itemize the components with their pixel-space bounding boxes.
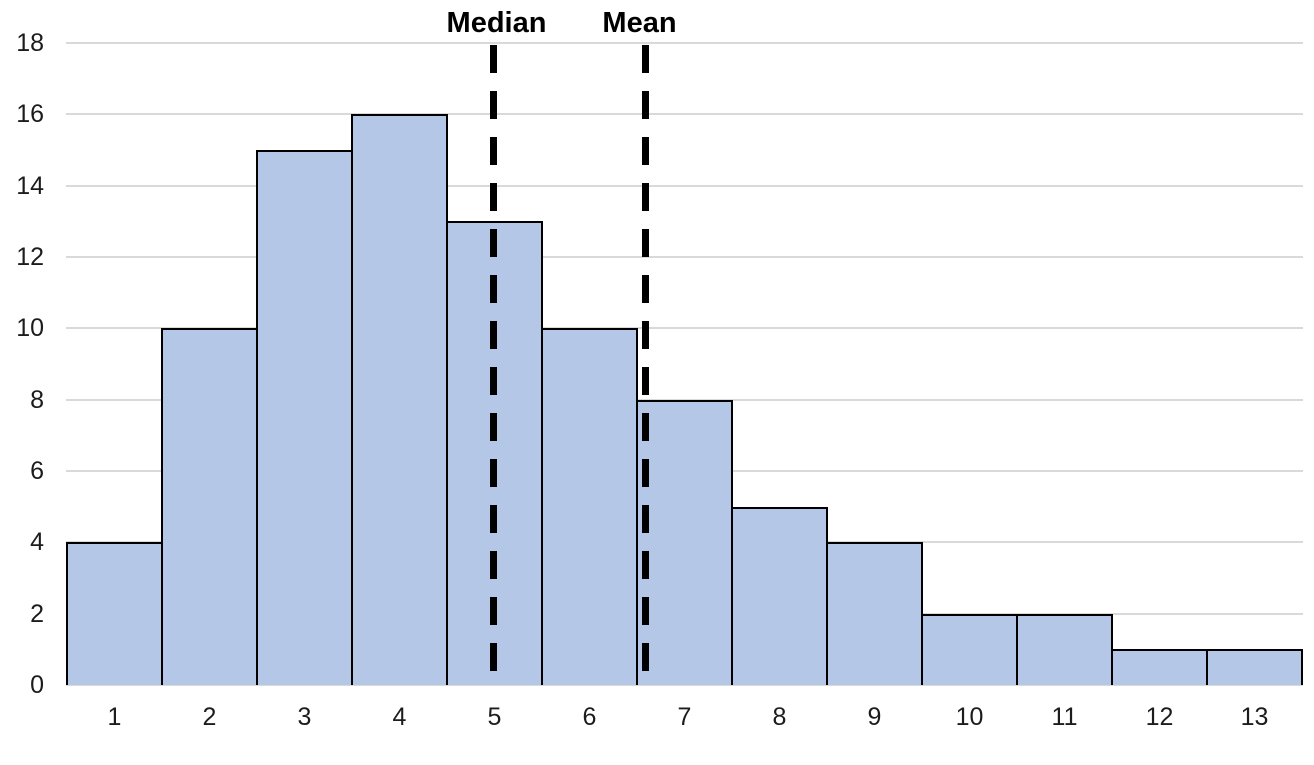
y-tick-label: 8 (30, 385, 44, 414)
histogram-bar-6 (541, 328, 638, 685)
x-tick-label: 1 (107, 703, 122, 731)
mean-line (642, 45, 649, 687)
histogram-bar-9 (826, 542, 923, 685)
y-tick-label: 2 (30, 599, 44, 628)
histogram-bar-4 (351, 114, 448, 685)
mean-label: Mean (602, 7, 677, 39)
y-tick-label: 14 (16, 171, 44, 200)
histogram-bar-11 (1016, 613, 1113, 685)
x-tick-label: 7 (677, 703, 692, 731)
y-tick-label: 4 (30, 528, 44, 557)
median-label: Median (446, 7, 547, 39)
y-tick-label: 0 (30, 671, 44, 699)
histogram-bar-2 (161, 328, 258, 685)
histogram-bar-8 (731, 506, 828, 685)
gridline (66, 113, 1303, 116)
gridline (66, 42, 1303, 44)
y-tick-label: 10 (16, 314, 44, 343)
gridline (66, 256, 1303, 258)
x-tick-label: 11 (1051, 703, 1078, 731)
histogram-bar-3 (256, 150, 353, 685)
histogram-bar-13 (1206, 649, 1303, 685)
histogram-bar-12 (1111, 649, 1208, 685)
histogram-bar-1 (66, 542, 163, 685)
x-tick-label: 12 (1145, 703, 1174, 731)
x-tick-label: 4 (392, 703, 407, 731)
x-tick-label: 3 (297, 703, 312, 731)
x-tick-label: 5 (487, 703, 502, 731)
y-tick-label: 18 (16, 29, 44, 57)
x-tick-label: 6 (582, 703, 597, 731)
y-tick-label: 12 (16, 243, 44, 271)
median-line (490, 45, 497, 687)
gridline (66, 184, 1303, 187)
gridline (66, 684, 1303, 686)
x-tick-label: 10 (955, 703, 984, 731)
y-tick-label: 6 (30, 457, 44, 485)
x-tick-label: 9 (867, 703, 882, 731)
x-tick-label: 8 (772, 703, 787, 731)
x-tick-label: 13 (1240, 703, 1269, 731)
histogram-bar-7 (636, 399, 733, 685)
histogram-bar-10 (921, 613, 1018, 685)
gridline (66, 327, 1303, 330)
y-tick-label: 16 (16, 100, 44, 129)
x-tick-label: 2 (202, 703, 217, 731)
